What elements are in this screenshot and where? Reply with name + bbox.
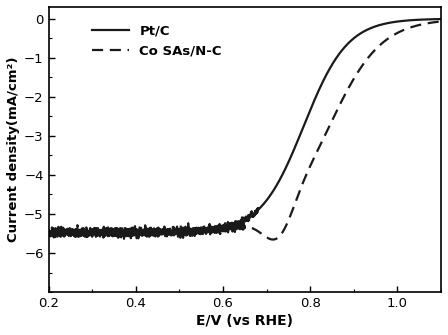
Pt/C xyxy=(427,17,432,21)
Pt/C xyxy=(427,17,433,21)
Y-axis label: Current density(mA/cm²): Current density(mA/cm²) xyxy=(7,57,20,242)
Pt/C xyxy=(237,223,242,227)
Co SAs/N-C xyxy=(237,227,242,231)
Line: Pt/C: Pt/C xyxy=(48,19,441,239)
Pt/C xyxy=(66,231,71,235)
Line: Co SAs/N-C: Co SAs/N-C xyxy=(48,21,441,240)
Pt/C xyxy=(355,33,361,37)
Pt/C xyxy=(121,237,127,241)
Co SAs/N-C xyxy=(226,225,232,229)
Co SAs/N-C xyxy=(438,19,444,23)
Co SAs/N-C xyxy=(66,229,71,233)
Co SAs/N-C xyxy=(427,21,433,25)
Co SAs/N-C xyxy=(355,70,361,74)
Pt/C xyxy=(227,223,232,227)
Legend: Pt/C, Co SAs/N-C: Pt/C, Co SAs/N-C xyxy=(86,19,227,62)
Co SAs/N-C xyxy=(427,21,432,25)
Pt/C xyxy=(46,228,51,232)
Co SAs/N-C xyxy=(46,230,51,234)
Co SAs/N-C xyxy=(270,238,276,242)
X-axis label: E/V (vs RHE): E/V (vs RHE) xyxy=(196,314,293,328)
Pt/C xyxy=(438,17,444,21)
